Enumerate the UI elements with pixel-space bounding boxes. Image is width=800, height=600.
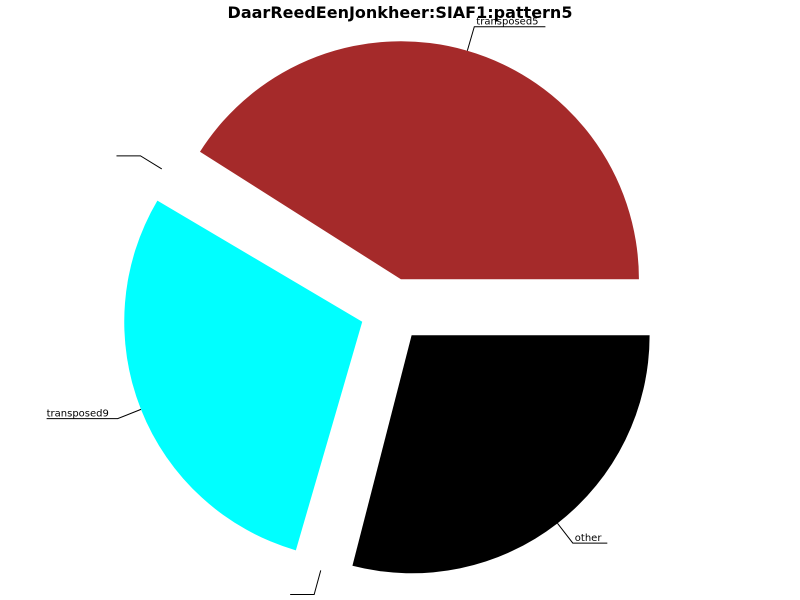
leader-line-transposed9 (46, 408, 142, 420)
pie-slices (124, 41, 650, 574)
slice-label-other: other (575, 533, 603, 544)
leader-line-gap-1 (290, 570, 322, 596)
slice-label-transposed9: transposed9 (47, 409, 109, 420)
slice-label-transposed5: transposed5 (476, 17, 538, 28)
pie-slice-transposed5 (199, 41, 639, 280)
leader-line-gap-3 (116, 155, 163, 170)
pie-slice-gap-3 (159, 165, 365, 294)
pie-slice-transposed9 (124, 200, 363, 551)
leader-line-transposed5 (466, 26, 546, 51)
leader-line-other (557, 523, 608, 544)
pie-labels: other transposed9 transposed5 (46, 17, 608, 596)
chart-title: DaarReedEenJonkheer:SIAF1:pattern5 (228, 3, 573, 22)
pie-slice-gap-1 (317, 340, 384, 572)
pie-slice-other (352, 335, 650, 574)
